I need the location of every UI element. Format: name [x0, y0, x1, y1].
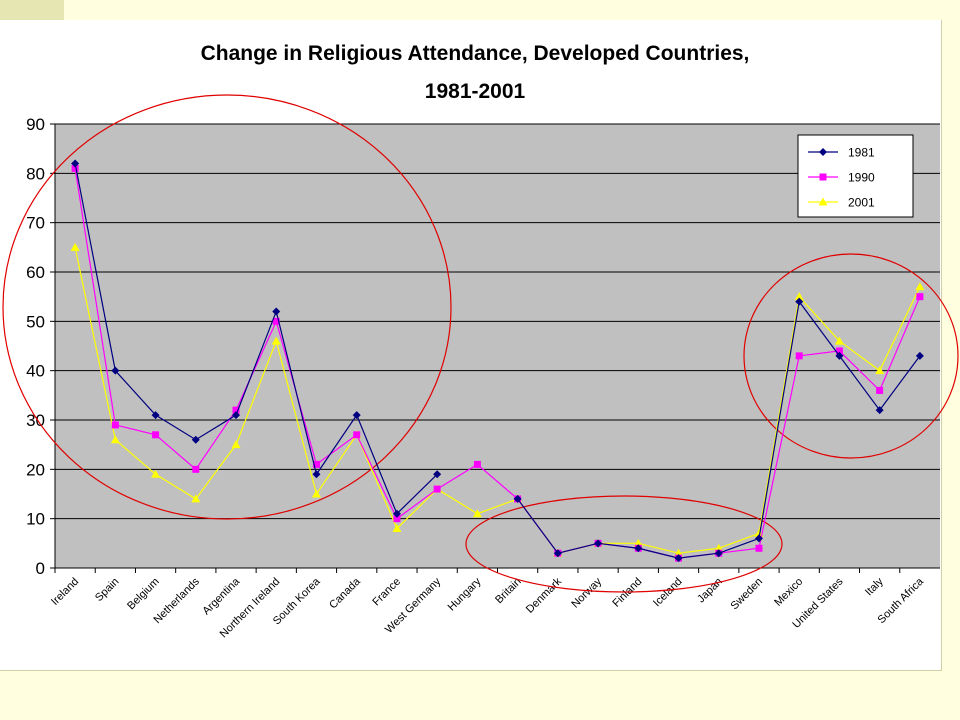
legend: 1981 1990 2001 — [797, 134, 914, 218]
data-point-1990 — [192, 465, 200, 473]
y-tick-label: 80 — [26, 164, 45, 183]
x-tick-label: Denmark — [524, 575, 564, 615]
data-point-2001 — [472, 509, 482, 518]
y-tick-label: 60 — [26, 263, 45, 282]
x-tick-label: Norway — [569, 575, 604, 610]
y-tick-label: 0 — [36, 559, 45, 578]
data-point-1981 — [714, 549, 723, 558]
legend-label-2001: 2001 — [848, 196, 875, 210]
data-point-1981 — [392, 509, 401, 518]
data-point-1990 — [111, 421, 119, 429]
data-point-2001 — [392, 524, 402, 533]
data-point-1990 — [312, 460, 320, 468]
legend-box — [797, 134, 914, 218]
gridlines — [55, 123, 940, 520]
data-point-1990 — [795, 352, 803, 360]
data-point-2001 — [110, 435, 120, 444]
data-point-2001 — [70, 242, 80, 251]
legend-label-1990: 1990 — [848, 171, 875, 185]
chart-title: Change in Religious Attendance, Develope… — [201, 42, 750, 65]
y-tick-label: 50 — [26, 312, 45, 331]
data-point-1981 — [553, 549, 562, 558]
data-point-1981 — [352, 411, 361, 420]
y-tick-label: 90 — [26, 115, 45, 134]
legend-label-1981: 1981 — [848, 146, 875, 160]
data-point-1981 — [754, 534, 763, 543]
legend-marker-2001 — [818, 197, 828, 206]
data-point-1981 — [915, 351, 924, 360]
data-point-1990 — [232, 406, 240, 414]
data-point-2001 — [191, 494, 201, 503]
annotation-circle-low-stable — [465, 495, 783, 593]
data-point-1981 — [191, 435, 200, 444]
data-point-2001 — [834, 336, 844, 345]
data-point-1981 — [111, 366, 120, 375]
data-point-2001 — [915, 282, 925, 291]
x-tick-label: Spain — [93, 576, 121, 604]
x-tick-label: Hungary — [446, 575, 484, 613]
data-point-1981 — [312, 470, 321, 479]
series-line-2001 — [74, 247, 921, 554]
annotation-circles — [2, 94, 959, 593]
legend-marker-1990 — [819, 173, 827, 181]
data-point-1981 — [795, 297, 804, 306]
data-point-1981 — [875, 406, 884, 415]
x-tick-label: Finland — [610, 576, 644, 610]
y-tick-label: 10 — [26, 510, 45, 529]
data-point-1981 — [71, 159, 80, 168]
data-point-2001 — [311, 489, 321, 498]
data-point-2001 — [231, 440, 241, 449]
data-point-1990 — [152, 431, 160, 439]
x-tick-label: Canada — [327, 575, 363, 611]
series-lines — [70, 159, 925, 563]
data-point-1981 — [835, 351, 844, 360]
data-point-1981 — [634, 544, 643, 553]
data-point-1990 — [393, 515, 401, 523]
y-axis-ticks: 0 10 20 30 40 50 60 70 80 90 — [26, 115, 940, 578]
y-tick-label: 70 — [26, 214, 45, 233]
slide-corner-tab — [0, 0, 64, 20]
data-point-1981 — [594, 539, 603, 548]
chart-subtitle: 1981-2001 — [425, 80, 526, 103]
data-point-1990 — [353, 431, 361, 439]
series-line-1990 — [74, 168, 921, 559]
data-point-2001 — [151, 469, 161, 478]
y-tick-label: 20 — [26, 460, 45, 479]
x-tick-label: Mexico — [772, 576, 805, 609]
x-axis-labels: Ireland Spain BelgiumNetherlandsArgentinaN… — [49, 568, 927, 640]
data-point-2001 — [875, 366, 885, 375]
data-point-1990 — [71, 164, 79, 172]
y-tick-label: 30 — [26, 411, 45, 430]
x-tick-label: Belgium — [125, 576, 162, 613]
x-tick-label: Argentina — [200, 575, 242, 617]
data-point-1990 — [916, 293, 924, 301]
data-point-1981 — [674, 554, 683, 563]
data-point-1990 — [473, 460, 481, 468]
series-1981 — [71, 159, 924, 563]
plot-area — [55, 124, 940, 568]
data-point-1990 — [433, 485, 441, 493]
data-point-1990 — [272, 317, 280, 325]
legend-marker-1981 — [819, 148, 827, 156]
data-point-1981 — [513, 494, 522, 503]
annotation-circle-high-stable — [743, 253, 959, 459]
x-tick-label: Japan — [695, 576, 725, 606]
data-point-1990 — [835, 347, 843, 355]
data-point-1981 — [232, 411, 241, 420]
x-tick-label: Ireland — [49, 576, 81, 608]
data-point-2001 — [794, 292, 804, 301]
x-tick-label: Italy — [863, 575, 886, 598]
data-point-1990 — [755, 544, 763, 552]
y-tick-label: 40 — [26, 362, 45, 381]
annotation-circle-high-decline — [2, 94, 452, 520]
data-point-1981 — [272, 307, 281, 316]
x-tick-label: Iceland — [651, 576, 685, 610]
x-tick-label: Sweden — [728, 576, 765, 613]
x-tick-label: France — [370, 576, 403, 609]
data-point-1981 — [433, 470, 442, 479]
data-point-2001 — [271, 336, 281, 345]
data-point-1981 — [151, 411, 160, 420]
data-point-1990 — [876, 386, 884, 394]
